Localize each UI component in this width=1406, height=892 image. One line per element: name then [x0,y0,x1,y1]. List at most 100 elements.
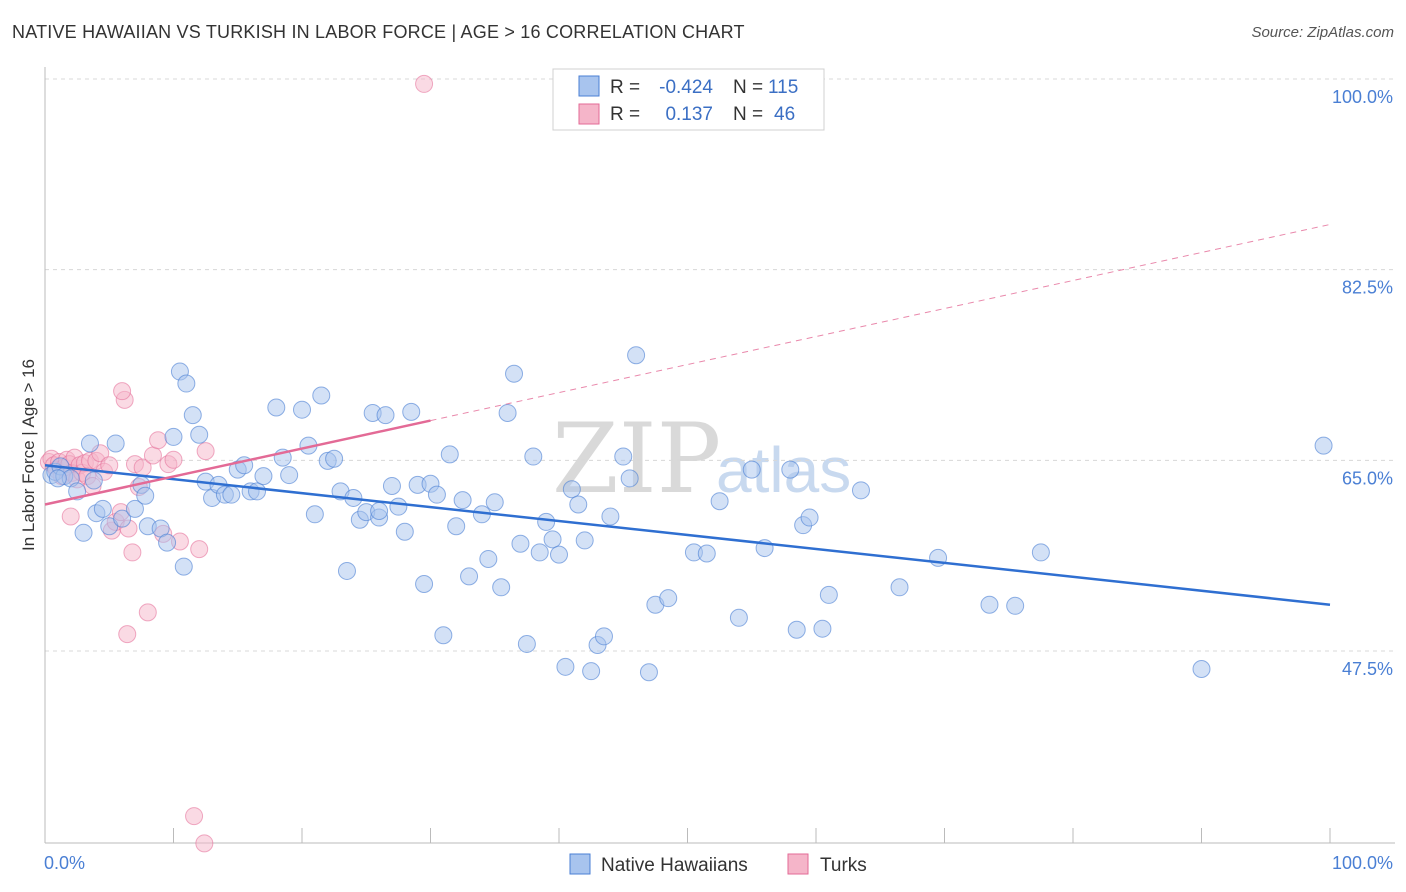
legend-r-label-1: R = [610,77,640,98]
native-hawaiians-point [543,530,562,549]
x-tick-label-max: 100.0% [1332,853,1393,873]
turks-point [61,507,80,526]
y-axis-label: In Labor Force | Age > 16 [19,359,38,551]
native-hawaiians-point [460,567,479,586]
native-hawaiians-point [415,575,434,594]
native-hawaiians-point [312,386,331,405]
native-hawaiians-trend-line [44,464,1331,606]
native-hawaiians-point [511,534,530,553]
source-label: Source: ZipAtlas.com [1251,24,1394,41]
native-hawaiians-point [800,508,819,527]
native-hawaiians-point [550,545,568,564]
legend-swatch-pink [578,103,600,125]
native-hawaiians-point [48,469,67,488]
series-legend-swatch-blue [569,853,591,875]
native-hawaiians-point [389,497,408,516]
legend-n-label-2: N = [733,104,763,125]
native-hawaiians-point [639,663,658,682]
x-ticks [173,828,1331,843]
native-hawaiians-point [382,476,401,495]
native-hawaiians-point [659,589,678,608]
native-hawaiians-point [190,425,209,444]
native-hawaiians-point [530,543,549,562]
y-tick-labels: 47.5% 65.0% 82.5% 100.0% [1332,87,1393,679]
native-hawaiians-point [697,544,716,563]
turks-point [196,442,215,461]
native-hawaiians-point [174,557,193,576]
native-hawaiians-point [813,619,832,638]
turks-point [143,446,162,465]
y-tick-label: 65.0% [1342,468,1393,488]
legend-swatch-blue [578,75,600,97]
native-hawaiians-point [479,549,498,568]
native-hawaiians-point [1031,543,1050,562]
native-hawaiians-point [819,585,838,604]
turks-point [164,450,183,469]
native-hawaiians-point [517,634,536,653]
y-tick-label: 47.5% [1342,659,1393,679]
y-tick-label: 100.0% [1332,87,1393,107]
native-hawaiians-point [1314,436,1333,455]
native-hawaiians-point [305,505,324,524]
native-hawaiians-point [395,522,414,541]
native-hawaiians-point [980,595,999,614]
native-hawaiians-point [569,495,588,514]
native-hawaiians-point [113,509,132,528]
turks-point [123,543,142,562]
native-hawaiians-point [164,427,183,446]
native-hawaiians-point [729,608,748,627]
native-hawaiians-point [485,493,504,512]
gridlines [45,78,1395,652]
native-hawaiians-point [614,447,633,466]
native-hawaiians-point [84,471,103,490]
legend-r-value-2: 0.137 [665,104,713,125]
native-hawaiians-point [248,482,267,501]
native-hawaiians-point [106,434,125,453]
native-hawaiians-point [402,402,421,421]
turks-point [195,834,214,853]
native-hawaiians-point [710,492,729,511]
series-legend-swatch-pink [787,853,809,875]
turks-point [118,625,137,644]
native-hawaiians-point [505,364,524,383]
native-hawaiians-point [177,374,196,393]
native-hawaiians-point [1006,596,1025,615]
turks-point [185,807,204,826]
native-hawaiians-point [293,400,311,419]
native-hawaiians-point [601,507,620,526]
native-hawaiians-point [158,533,177,552]
native-hawaiians-point [337,561,356,580]
trend-lines [44,223,1331,606]
native-hawaiians-point [136,486,155,505]
native-hawaiians-point [125,499,144,518]
y-tick-label: 82.5% [1342,278,1393,298]
turks-trend-line [44,419,431,506]
legend-r-value-1: -0.424 [659,77,713,98]
native-hawaiians-point [440,445,459,464]
turks-point [138,603,157,622]
native-hawaiians-point [620,469,639,488]
native-hawaiians-point [575,531,594,550]
native-hawaiians-point [453,491,472,510]
native-hawaiians-point [562,480,581,499]
native-hawaiians-point [325,449,344,468]
legend-r-label-2: R = [610,104,640,125]
native-hawaiians-point [781,460,800,479]
legend-n-label-1: N = [733,77,763,98]
native-hawaiians-point [492,578,511,597]
native-hawaiians-point [427,485,446,504]
native-hawaiians-point [524,447,543,466]
turks-trend-extension [430,223,1331,422]
turks-point [100,456,119,475]
turks-point [415,74,434,93]
legend-n-value-2: 46 [774,104,795,125]
x-tick-label-min: 0.0% [44,853,85,873]
native-hawaiians-point [447,517,466,536]
native-hawaiians-point [787,620,806,639]
native-hawaiians-point [890,578,909,597]
native-hawaiians-point [627,346,646,365]
native-hawaiians-point [582,662,601,681]
native-hawaiians-point [93,499,112,518]
native-hawaiians-point [222,485,241,504]
